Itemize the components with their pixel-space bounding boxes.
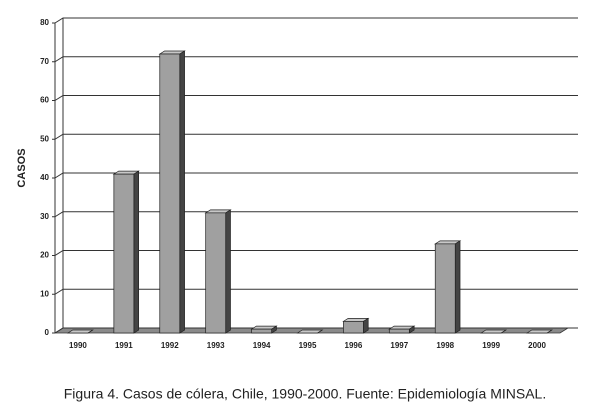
bar-side <box>225 209 231 334</box>
bar-side <box>317 329 323 334</box>
x-tick-label: 1993 <box>207 341 225 350</box>
grid-line <box>54 56 578 63</box>
bar <box>434 243 456 334</box>
bar <box>251 328 272 334</box>
caption: Figura 4. Casos de cólera, Chile, 1990-2… <box>64 386 547 402</box>
bar <box>159 53 181 334</box>
bar-side <box>500 329 507 334</box>
grid-line <box>54 250 578 256</box>
y-tick-label: 60 <box>40 96 49 105</box>
y-tick-label: 50 <box>40 134 49 143</box>
bar-side <box>363 317 369 334</box>
bar <box>343 321 364 334</box>
y-tick-label: 0 <box>45 328 50 337</box>
bar-side <box>546 329 553 334</box>
y-tick-label: 10 <box>40 289 49 298</box>
y-tick-label: 40 <box>40 173 49 182</box>
x-tick-label: 1990 <box>69 341 87 350</box>
bar <box>388 328 410 334</box>
bar-side <box>133 170 140 334</box>
y-tick-label: 80 <box>40 18 49 27</box>
y-axis-label: CASOS <box>16 148 28 187</box>
grid-line <box>54 133 578 140</box>
x-tick-label: 1994 <box>253 341 271 350</box>
x-tick-label: 1999 <box>482 341 500 350</box>
grid-line <box>54 95 578 101</box>
x-tick-label: 1992 <box>161 341 179 350</box>
y-tick-label: 70 <box>40 57 49 66</box>
bar <box>205 212 227 334</box>
x-tick-label: 1991 <box>115 341 133 350</box>
grid-line <box>54 288 578 295</box>
x-tick-label: 1997 <box>390 341 408 350</box>
bar-side <box>454 240 461 334</box>
x-tick-label: 1996 <box>345 341 363 350</box>
y-tick-label: 30 <box>40 212 49 221</box>
x-tick-label: 1995 <box>299 341 317 350</box>
grid-line <box>54 17 578 24</box>
bar-side <box>87 329 93 334</box>
y-tick-label: 20 <box>40 251 49 260</box>
x-tick-label: 1998 <box>436 341 454 350</box>
grid-line <box>54 172 578 179</box>
bar <box>113 173 135 334</box>
bar-side <box>179 50 185 334</box>
x-tick-label: 2000 <box>528 341 546 350</box>
grid-line <box>54 211 578 218</box>
